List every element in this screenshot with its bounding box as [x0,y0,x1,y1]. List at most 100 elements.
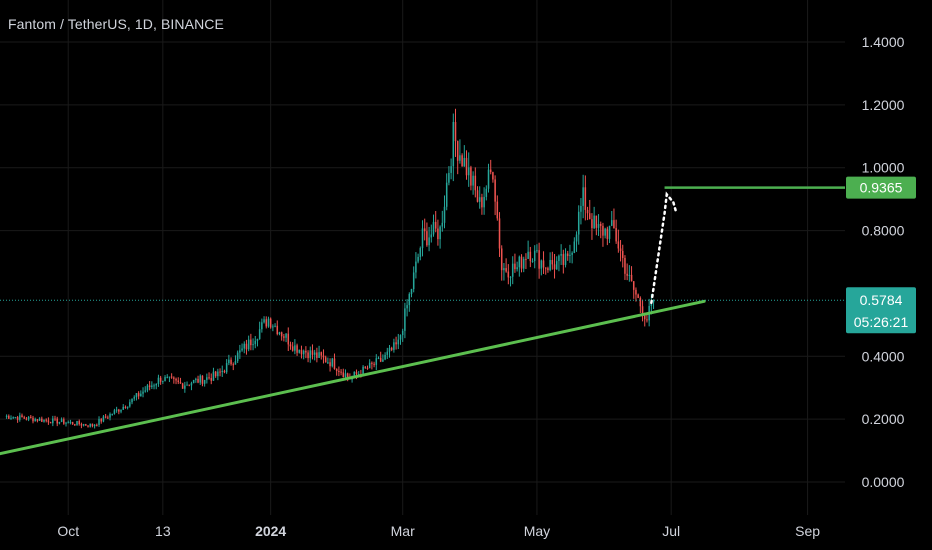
candle [489,159,492,175]
candle-body [406,305,408,309]
candle [549,252,551,272]
candle [16,415,19,423]
candle [14,416,17,419]
candle [621,244,624,268]
candle-body [441,222,444,227]
candle [404,302,406,339]
candle [157,374,160,387]
candle [234,355,237,365]
candle-body [390,347,393,350]
candle-body [49,422,52,424]
candle-body [553,264,556,270]
candle [118,408,120,415]
candle [375,354,378,371]
candle-body [608,225,611,239]
candle [445,173,448,211]
candle-body [408,294,411,306]
candle [586,206,589,221]
candle [120,409,122,414]
candle [580,198,582,225]
candle [432,214,435,237]
candle-body [410,289,413,295]
candle [36,419,39,423]
candle-body [210,378,213,381]
chart-title: Fantom / TetherUS, 1D, BINANCE [8,16,224,32]
candle-body [320,352,323,356]
candle [617,229,620,253]
candle [109,412,111,421]
candle [87,425,89,428]
candle-body [38,418,41,421]
y-tick-label: 0.0000 [862,474,905,490]
candle-body [201,375,204,384]
candle [505,258,507,273]
candle [162,380,164,384]
candle [98,416,100,427]
candle [390,346,393,352]
candle [137,391,140,400]
candle-body [234,361,237,365]
candle [615,219,617,244]
candle-body [626,273,628,276]
candle-body [265,319,268,327]
candle [426,222,428,247]
candle [219,368,221,377]
candle [177,377,180,385]
candle-body [333,358,336,369]
candle-body [63,419,65,424]
candle [30,415,32,419]
candle-body [124,406,127,408]
candle [107,415,109,419]
candle-body [478,197,481,202]
candle [195,377,197,383]
candle [498,212,501,257]
candle [344,369,347,378]
candle-body [472,175,474,186]
candle-body [195,378,197,380]
candle-body [518,256,521,268]
candle-body [386,351,389,355]
candle-body [331,358,334,367]
candle-body [344,373,347,378]
candle [419,246,422,261]
candle [467,152,470,187]
candle-body [558,255,560,262]
candle-body [445,182,448,207]
candle [65,421,67,427]
candle-body [247,339,250,350]
candle-body [27,416,30,420]
candle [529,246,532,268]
candle-body [437,228,439,240]
candle-body [74,424,76,426]
candle [309,346,312,363]
candle-body [426,231,428,246]
projection-path [650,191,677,305]
candle-body [551,259,554,265]
candle [608,225,611,244]
candle-body [137,393,140,397]
candle-body [263,319,265,323]
candle-body [107,417,109,419]
candle-body [166,376,169,378]
candle-body [324,357,327,363]
candle-body [615,228,617,242]
candle-body [276,325,279,335]
candle [518,255,521,277]
candle [599,221,602,239]
candle [318,345,320,358]
candle-body [454,121,457,142]
candle-body [401,330,404,336]
candle [133,395,136,401]
x-tick-label: Sep [795,523,820,539]
candle [199,374,202,385]
candle-body [311,350,314,355]
candle [10,415,12,420]
x-tick-label: 13 [155,523,171,539]
candle [80,422,83,429]
candle-body [342,372,345,378]
candle [562,249,565,274]
chart-axes: 1.4000 1.2000 1.0000 0.8000 0.4000 0.2000 0.00… [57,34,904,539]
candle-body [522,258,525,269]
candle-body [338,370,340,372]
